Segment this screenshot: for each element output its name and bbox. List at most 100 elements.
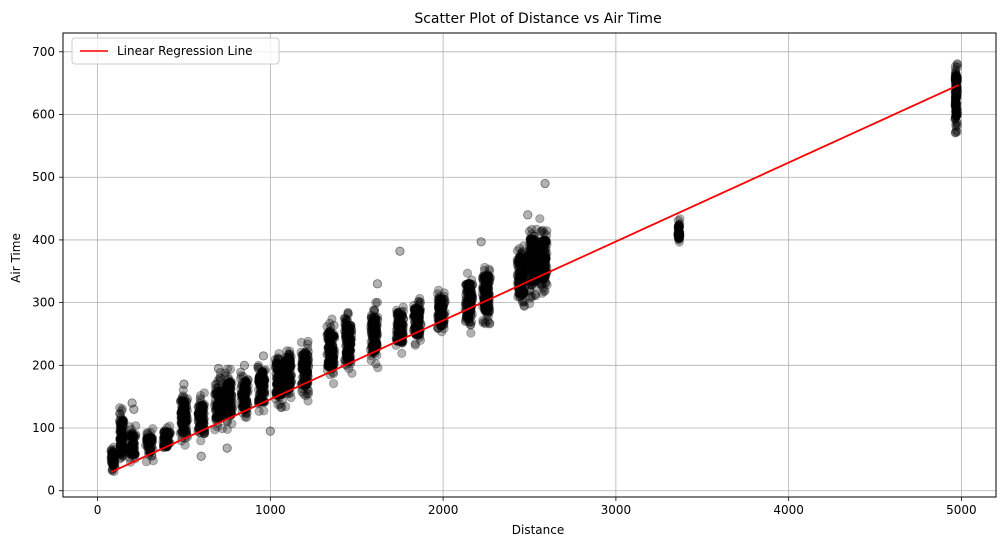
data-point (195, 390, 206, 401)
data-point (535, 214, 545, 224)
data-point (303, 389, 314, 399)
data-point (526, 293, 536, 303)
data-point (366, 355, 376, 365)
data-point (281, 402, 291, 412)
data-point (277, 402, 287, 412)
data-point (225, 364, 236, 374)
data-point (538, 225, 548, 235)
data-point (674, 221, 684, 231)
data-point (176, 417, 186, 428)
data-point (162, 427, 172, 437)
data-point (410, 338, 420, 349)
data-point (143, 433, 153, 443)
data-point (371, 359, 381, 369)
data-point (144, 443, 154, 453)
data-point (325, 327, 335, 337)
data-point (148, 424, 158, 434)
data-point (301, 391, 311, 401)
data-point (343, 309, 353, 319)
y-axis-label: Air Time (9, 233, 23, 283)
data-point (539, 235, 550, 245)
data-point (193, 413, 203, 423)
data-point (238, 390, 248, 400)
data-point (329, 320, 339, 331)
data-point (115, 403, 125, 413)
y-tick-label: 100 (32, 421, 55, 435)
data-point (372, 279, 383, 289)
data-point (222, 424, 232, 435)
chart-title: Scatter Plot of Distance vs Air Time (414, 11, 661, 27)
data-point (950, 92, 960, 102)
y-tick-label: 600 (32, 108, 55, 122)
data-point (128, 431, 138, 441)
data-point (951, 119, 961, 129)
data-point (303, 336, 313, 346)
data-point (476, 237, 486, 247)
data-point (515, 256, 525, 266)
data-point (303, 339, 313, 349)
data-point (433, 285, 444, 295)
x-tick-label: 2000 (428, 503, 459, 517)
data-point (125, 445, 135, 455)
y-tick-label: 700 (32, 45, 55, 59)
data-point (326, 357, 336, 367)
data-point (367, 317, 377, 328)
data-point (409, 311, 419, 321)
data-points (106, 59, 963, 477)
data-point (117, 406, 127, 416)
data-point (222, 443, 232, 453)
data-point (397, 348, 407, 358)
x-tick-label: 3000 (601, 503, 632, 517)
data-point (541, 244, 551, 254)
data-point (217, 424, 227, 434)
data-point (541, 253, 551, 263)
data-point (410, 340, 420, 350)
data-point (222, 379, 232, 389)
legend-entry-label: Linear Regression Line (117, 44, 253, 58)
data-point (328, 378, 339, 389)
data-point (215, 373, 225, 383)
data-point (343, 307, 353, 317)
data-point (466, 328, 476, 338)
grid (63, 33, 996, 497)
data-point (296, 337, 307, 347)
y-tick-label: 300 (32, 296, 55, 310)
data-point (179, 379, 189, 389)
x-tick-label: 0 (94, 503, 102, 517)
data-point (478, 315, 488, 326)
data-point (141, 457, 152, 467)
data-point (273, 399, 283, 410)
data-point (284, 354, 294, 364)
data-point (480, 262, 490, 273)
x-axis-label: Distance (512, 523, 564, 537)
data-point (434, 296, 444, 307)
data-point (461, 311, 471, 321)
data-point (282, 346, 292, 356)
data-point (265, 426, 275, 436)
data-point (225, 397, 235, 407)
data-point (258, 351, 269, 361)
data-point (527, 264, 537, 274)
data-point (347, 368, 357, 378)
data-point (346, 339, 356, 350)
data-point (951, 109, 962, 119)
data-point (325, 318, 335, 328)
data-point (281, 364, 291, 374)
data-point (180, 401, 190, 411)
data-point (117, 404, 127, 414)
data-point (674, 233, 684, 243)
data-point (115, 418, 125, 428)
data-point (215, 373, 225, 383)
data-point (327, 314, 337, 324)
data-point (370, 305, 380, 315)
data-point (370, 337, 381, 347)
data-point (259, 406, 269, 416)
data-point (239, 360, 250, 370)
data-point (196, 451, 206, 461)
y-tick-label: 500 (32, 170, 55, 184)
data-point (213, 363, 224, 374)
data-point (196, 436, 206, 446)
data-point (371, 297, 381, 308)
